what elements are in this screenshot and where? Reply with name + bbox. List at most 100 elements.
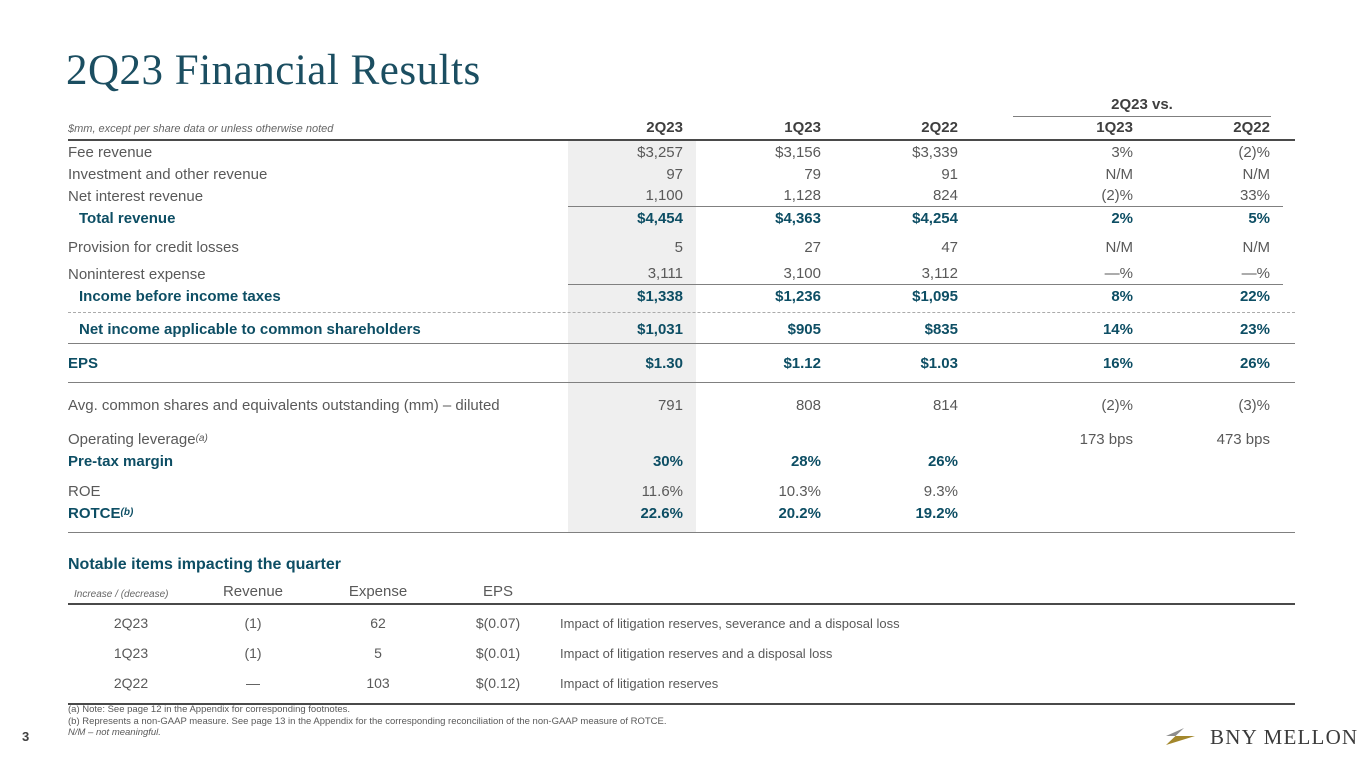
notable-revenue: (1) — [244, 615, 262, 631]
row-label: ROTCE (b) — [68, 504, 134, 522]
logo-wordmark: BNY MELLON — [1210, 725, 1359, 749]
cell-value — [696, 428, 834, 450]
cell-value: 8% — [1111, 287, 1133, 305]
vs-header-row: 2Q23 vs. — [68, 96, 1295, 119]
page-title: 2Q23 Financial Results — [66, 47, 481, 94]
footnote-line: N/M – not meaningful. — [68, 727, 161, 738]
notable-description: Impact of litigation reserves, severance… — [560, 615, 900, 631]
cell-value: N/M — [1242, 165, 1271, 183]
page-number: 3 — [22, 729, 30, 744]
table-row: EPS $1.30 $1.12 $1.03 16% 26% — [68, 352, 1295, 374]
cell-value: 30% — [652, 452, 683, 470]
cell-value: N/M — [1105, 165, 1134, 183]
notable-eps: $(0.01) — [475, 645, 521, 661]
cell-value: 33% — [1146, 185, 1283, 207]
cell-value: 19.2% — [915, 504, 958, 522]
cell-value: $905 — [787, 320, 821, 338]
cell-value: $1.03 — [920, 354, 958, 372]
notable-column-eps: EPS — [482, 583, 513, 600]
cell-value: $1.30 — [645, 354, 683, 372]
cell-value: 9.3% — [923, 482, 958, 500]
cell-value: $3,156 — [775, 143, 821, 161]
notable-eps: $(0.07) — [475, 615, 521, 631]
cell-value: 824 — [834, 185, 971, 207]
notable-expense: 5 — [374, 645, 382, 661]
cell-value — [971, 502, 1146, 524]
cell-value: (2)% — [1238, 143, 1270, 161]
cell-value — [834, 428, 971, 450]
notable-revenue: (1) — [244, 645, 262, 661]
cell-value: 47 — [941, 238, 958, 256]
cell-value: 14% — [1102, 320, 1133, 338]
cell-value: $4,254 — [912, 209, 958, 227]
row-label: ROE — [68, 482, 101, 500]
cell-value: 16% — [1102, 354, 1133, 372]
cell-value: $1,031 — [637, 320, 683, 338]
cell-value: 27 — [804, 238, 821, 256]
cell-value: 3% — [1111, 143, 1133, 161]
notable-items-header-row: Increase / (decrease) Revenue Expense EP… — [68, 583, 1295, 605]
table-row: Provision for credit losses 5 27 47 N/M N/M — [68, 236, 1295, 258]
table-row: Avg. common shares and equivalents outst… — [68, 394, 1295, 416]
cell-value: $3,339 — [912, 143, 958, 161]
notable-items-heading: Notable items impacting the quarter — [68, 556, 341, 573]
cell-value: 23% — [1239, 320, 1270, 338]
row-label: Pre-tax margin — [68, 452, 174, 470]
footnote-line: (a) Note: See page 12 in the Appendix fo… — [68, 704, 351, 715]
row-label: Net interest revenue — [68, 187, 204, 205]
notable-quarter: 2Q23 — [113, 615, 149, 631]
row-label: Investment and other revenue — [68, 165, 268, 183]
cell-value: $1,236 — [775, 287, 821, 305]
notable-description: Impact of litigation reserves and a disp… — [560, 645, 833, 661]
financial-table: 2Q23 vs. $mm, except per share data or u… — [68, 96, 1295, 536]
footnotes: (a) Note: See page 12 in the Appendix fo… — [68, 704, 667, 739]
cell-value: (3)% — [1238, 396, 1270, 414]
cell-value — [1146, 502, 1283, 524]
row-label: Fee revenue — [68, 143, 153, 161]
cell-value: 2% — [1111, 209, 1133, 227]
table-row: Total revenue $4,454 $4,363 $4,254 2% 5% — [68, 207, 1295, 229]
notable-revenue: — — [246, 675, 260, 691]
company-logo: BNY MELLON — [1164, 725, 1358, 750]
table-spacer — [68, 386, 1295, 394]
table-row: ROE 11.6% 10.3% 9.3% — [68, 480, 1295, 502]
notable-row: 1Q23 (1) 5 $(0.01) Impact of litigation rese… — [68, 638, 1295, 668]
notable-column-expense: Expense — [348, 583, 408, 600]
column-header-2q22: 2Q22 — [921, 119, 958, 136]
notable-row: 2Q23 (1) 62 $(0.07) Impact of litigation res… — [68, 608, 1295, 638]
cell-value: 3,112 — [834, 263, 971, 285]
table-spacer — [68, 472, 1295, 480]
table-row: Income before income taxes $1,338 $1,236 $1… — [68, 285, 1295, 307]
financial-table-body: Fee revenue $3,257 $3,156 $3,339 3% (2)% Inves… — [68, 141, 1295, 533]
column-header-vs-2q22: 2Q22 — [1233, 119, 1270, 136]
cell-value: $1,338 — [637, 287, 683, 305]
cell-value — [568, 428, 696, 450]
row-label: Net income applicable to common sharehol… — [79, 320, 421, 338]
cell-value: 22.6% — [640, 504, 683, 522]
cell-value: 3,100 — [696, 263, 834, 285]
table-row: Fee revenue $3,257 $3,156 $3,339 3% (2)% — [68, 141, 1295, 163]
cell-value: $4,363 — [775, 209, 821, 227]
cell-value: 28% — [790, 452, 821, 470]
row-label: EPS — [68, 354, 99, 372]
cell-value: (2)% — [971, 185, 1146, 207]
notable-expense: 103 — [366, 675, 390, 691]
notable-row: 2Q22 — 103 $(0.12) Impact of litigation rese… — [68, 668, 1295, 698]
row-label: Noninterest expense — [68, 265, 206, 283]
table-divider — [68, 382, 1295, 383]
cell-value — [1146, 480, 1283, 502]
cell-value: $1,095 — [912, 287, 958, 305]
table-spacer — [68, 416, 1295, 428]
cell-value — [971, 450, 1146, 472]
notable-caption: Increase / (decrease) — [74, 589, 169, 600]
vs-header-label: 2Q23 vs. — [1013, 96, 1271, 117]
notable-items-section: Notable items impacting the quarter Incr… — [68, 556, 1295, 705]
cell-value: —% — [971, 263, 1146, 285]
column-header-1q23: 1Q23 — [784, 119, 821, 136]
cell-value: 473 bps — [1216, 430, 1270, 448]
table-divider — [68, 532, 1295, 533]
cell-value: 5 — [674, 238, 683, 256]
table-spacer — [68, 374, 1295, 379]
notable-column-revenue: Revenue — [222, 583, 284, 600]
